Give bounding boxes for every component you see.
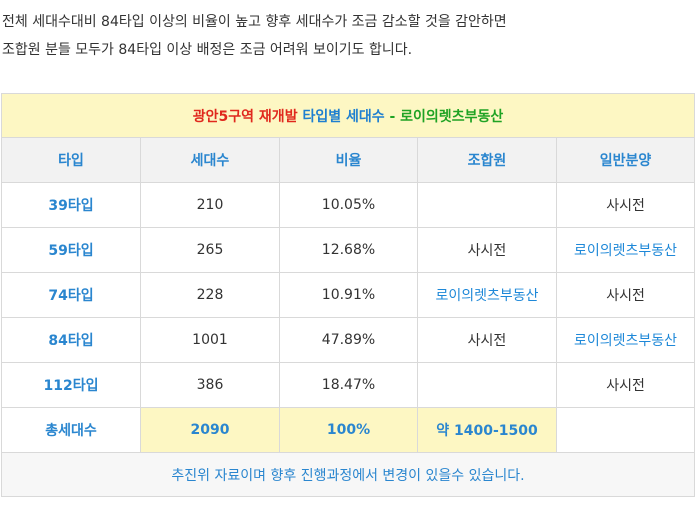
row-general: 사시전	[555, 362, 695, 408]
header-units: 세대수	[140, 137, 280, 183]
title-part-1: 광안5구역 재개발	[192, 108, 298, 125]
table-row: 84타입 1001 47.89% 사시전 로이의렛츠부동산	[1, 317, 695, 363]
header-general: 일반분양	[555, 137, 695, 183]
table-row: 39타입 210 10.05% 사시전	[1, 182, 695, 228]
table-title-row: 광안5구역 재개발 타입별 세대수 - 로이의렛츠부동산	[0, 93, 695, 138]
row-units: 1001	[140, 317, 280, 363]
total-label: 총세대수	[1, 407, 141, 453]
header-member: 조합원	[417, 137, 557, 183]
total-row: 총세대수 2090 100% 약 1400-1500	[1, 407, 695, 453]
row-type: 84타입	[1, 317, 141, 363]
row-ratio: 10.91%	[279, 272, 418, 318]
row-units: 265	[140, 227, 280, 273]
table-header-row: 타입 세대수 비율 조합원 일반분양	[1, 137, 695, 183]
row-type: 39타입	[1, 182, 141, 228]
row-units: 210	[140, 182, 280, 228]
row-member: 사시전	[417, 227, 557, 273]
row-ratio: 18.47%	[279, 362, 418, 408]
row-ratio: 47.89%	[279, 317, 418, 363]
total-ratio: 100%	[279, 407, 418, 453]
table-row: 74타입 228 10.91% 로이의렛츠부동산 사시전	[1, 272, 695, 318]
table-title: 광안5구역 재개발 타입별 세대수 - 로이의렛츠부동산	[0, 93, 695, 138]
row-units: 386	[140, 362, 280, 408]
header-type: 타입	[1, 137, 141, 183]
total-units: 2090	[140, 407, 280, 453]
intro-text: 전체 세대수대비 84타입 이상의 비율이 높고 향후 세대수가 조금 감소할 …	[0, 8, 695, 64]
row-type: 74타입	[1, 272, 141, 318]
row-type: 112타입	[1, 362, 141, 408]
row-member: 로이의렛츠부동산	[417, 272, 557, 318]
row-type: 59타입	[1, 227, 141, 273]
intro-line-2: 조합원 분들 모두가 84타입 이상 배정은 조금 어려워 보이기도 합니다.	[2, 42, 413, 58]
row-general: 사시전	[555, 272, 695, 318]
row-general: 로이의렛츠부동산	[555, 317, 695, 363]
note-row: 추진위 자료이며 향후 진행과정에서 변경이 있을수 있습니다.	[0, 452, 695, 497]
row-member	[417, 182, 557, 228]
total-member: 약 1400-1500	[417, 407, 557, 453]
row-ratio: 10.05%	[279, 182, 418, 228]
unit-type-table: 광안5구역 재개발 타입별 세대수 - 로이의렛츠부동산 타입 세대수 비율 조…	[0, 93, 695, 497]
intro-line-1: 전체 세대수대비 84타입 이상의 비율이 높고 향후 세대수가 조금 감소할 …	[2, 14, 507, 30]
total-general	[555, 407, 695, 453]
table-note: 추진위 자료이며 향후 진행과정에서 변경이 있을수 있습니다.	[0, 452, 695, 497]
row-general: 로이의렛츠부동산	[555, 227, 695, 273]
table-row: 59타입 265 12.68% 사시전 로이의렛츠부동산	[1, 227, 695, 273]
row-member: 사시전	[417, 317, 557, 363]
title-part-2: 타입별 세대수	[302, 108, 385, 125]
title-part-3: - 로이의렛츠부동산	[389, 108, 504, 125]
header-ratio: 비율	[279, 137, 418, 183]
row-ratio: 12.68%	[279, 227, 418, 273]
table-row: 112타입 386 18.47% 사시전	[1, 362, 695, 408]
row-general: 사시전	[555, 182, 695, 228]
row-member	[417, 362, 557, 408]
row-units: 228	[140, 272, 280, 318]
